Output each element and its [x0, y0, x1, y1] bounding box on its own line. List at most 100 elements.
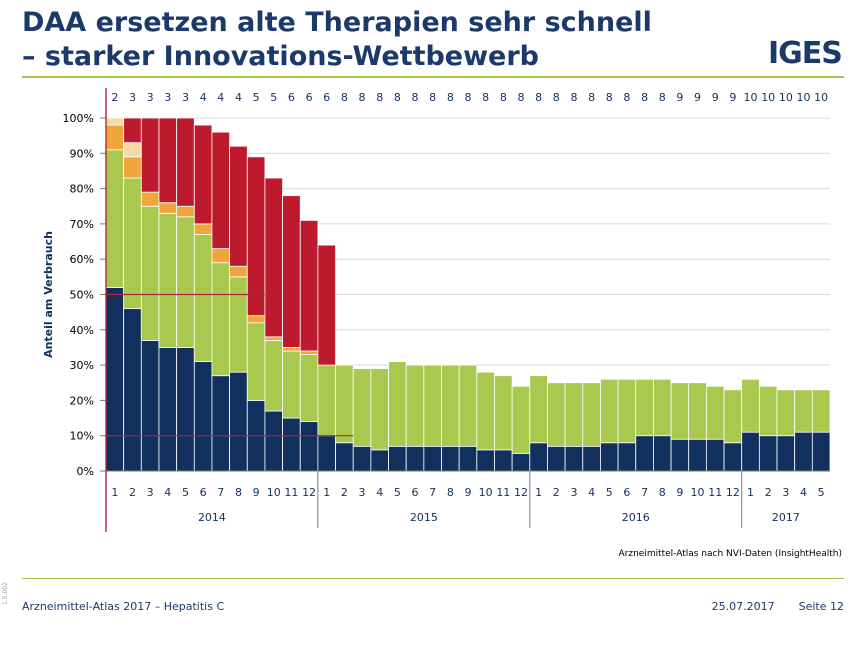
bar-segment: [723, 389, 743, 444]
top-count-label: 6: [288, 91, 295, 104]
top-count-label: 8: [570, 91, 577, 104]
bar-segment: [458, 445, 478, 472]
bar-segment: [352, 368, 372, 447]
bar-segment: [229, 371, 248, 472]
x-tick-label: 3: [570, 486, 577, 499]
bar-segment: [741, 378, 760, 433]
x-tick-label: 9: [676, 486, 683, 499]
footer-divider: [22, 578, 844, 579]
bar-segment: [582, 445, 601, 472]
x-tick-label: 5: [606, 486, 613, 499]
bar-segment: [264, 410, 283, 472]
bar-segment: [264, 339, 283, 412]
bar-segment: [511, 452, 531, 472]
x-tick-label: 12: [514, 486, 528, 499]
x-tick-label: 5: [818, 486, 825, 499]
bar-segment: [140, 117, 160, 193]
bar-segment: [246, 322, 266, 401]
y-tick-label: 80%: [70, 183, 94, 196]
bar-segment: [229, 265, 248, 278]
bar-segment: [458, 364, 478, 447]
x-tick-label: 3: [782, 486, 789, 499]
top-count-label: 8: [412, 91, 419, 104]
bar-segment: [705, 385, 725, 440]
x-tick-label: 4: [588, 486, 595, 499]
bar-segment: [246, 156, 266, 317]
x-tick-label: 11: [284, 486, 298, 499]
top-count-label: 3: [164, 91, 171, 104]
title-divider: [22, 76, 844, 78]
x-tick-label: 2: [553, 486, 560, 499]
bar-segment: [635, 378, 654, 437]
bar-segment: [653, 378, 672, 437]
bar-segment: [776, 435, 796, 472]
y-tick-label: 100%: [63, 112, 94, 125]
bar-segment: [794, 431, 813, 472]
slide-title-line1: DAA ersetzen alte Therapien sehr schnell: [22, 7, 652, 38]
bar-segment: [441, 445, 460, 472]
bar-segment: [264, 336, 283, 341]
bar-segment: [705, 438, 725, 472]
chart-labels: 0%10%20%30%40%50%60%70%80%90%100%2132333…: [42, 91, 828, 524]
x-tick-label: 7: [217, 486, 224, 499]
x-tick-label: 8: [235, 486, 242, 499]
x-tick-label: 2: [765, 486, 772, 499]
y-tick-label: 50%: [70, 289, 94, 302]
x-tick-label: 3: [359, 486, 366, 499]
x-tick-label: 1: [747, 486, 754, 499]
bar-segment: [193, 361, 213, 472]
bar-segment: [105, 117, 125, 126]
top-count-label: 8: [341, 91, 348, 104]
year-label: 2015: [410, 511, 438, 524]
top-count-label: 4: [200, 91, 207, 104]
bar-segment: [776, 389, 796, 437]
top-count-label: 10: [761, 91, 775, 104]
year-label: 2016: [622, 511, 650, 524]
bar-segment: [811, 389, 831, 433]
x-tick-label: 12: [726, 486, 740, 499]
x-tick-label: 11: [496, 486, 510, 499]
bar-segment: [158, 117, 178, 204]
footer-date: 25.07.2017: [711, 600, 775, 613]
bar-segment: [582, 382, 601, 447]
bar-segment: [105, 287, 125, 472]
bar-segment: [547, 445, 566, 472]
top-count-label: 8: [659, 91, 666, 104]
x-tick-label: 11: [708, 486, 722, 499]
bar-segment: [299, 219, 319, 352]
bar-segment: [140, 191, 160, 207]
top-count-label: 4: [235, 91, 242, 104]
top-count-label: 8: [641, 91, 648, 104]
bar-segment: [670, 438, 690, 472]
slide-title-line2: – starker Innovations-Wettbewerb: [22, 41, 540, 72]
bar-segment: [123, 142, 142, 158]
bar-segment: [140, 205, 160, 341]
bar-segment: [811, 431, 831, 472]
bar-segment: [299, 421, 319, 472]
x-tick-label: 5: [394, 486, 401, 499]
bar-segment: [176, 205, 195, 218]
bar-segment: [600, 378, 619, 444]
y-tick-label: 20%: [70, 394, 94, 407]
bar-segment: [158, 347, 178, 472]
footer-meta: 25.07.2017 Seite 12: [712, 600, 844, 613]
top-count-label: 8: [359, 91, 366, 104]
bar-segment: [140, 339, 160, 472]
top-count-label: 8: [588, 91, 595, 104]
bar-segment: [617, 442, 637, 472]
bar-segment: [317, 244, 336, 366]
footer-title: Arzneimittel-Atlas 2017 – Hepatitis C: [22, 600, 225, 613]
x-tick-label: 5: [182, 486, 189, 499]
x-tick-label: 7: [641, 486, 648, 499]
top-count-label: 10: [744, 91, 758, 104]
bar-segment: [123, 156, 142, 179]
x-tick-label: 1: [535, 486, 542, 499]
x-tick-label: 9: [465, 486, 472, 499]
bar-segment: [388, 361, 407, 447]
x-tick-label: 7: [429, 486, 436, 499]
x-tick-label: 8: [659, 486, 666, 499]
bar-segment: [211, 375, 231, 472]
chart-reference-lines: [106, 293, 354, 437]
top-count-label: 3: [147, 91, 154, 104]
y-tick-label: 60%: [70, 253, 94, 266]
